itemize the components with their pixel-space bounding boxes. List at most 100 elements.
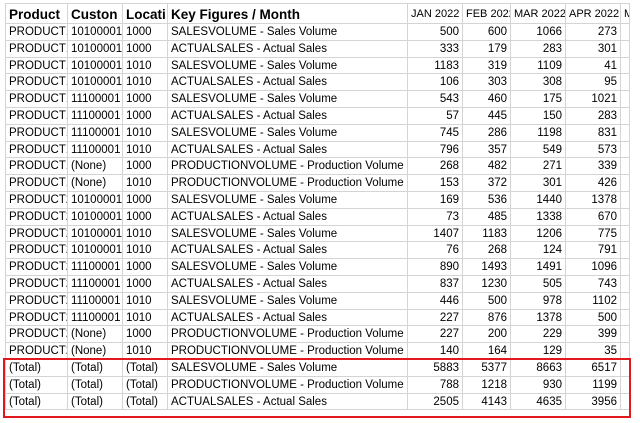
- table-cell: PRODUCTIONVOLUME - Production Volume: [168, 343, 408, 360]
- table-cell: 11100001: [68, 259, 123, 276]
- table-cell: 837: [408, 276, 463, 293]
- table-cell: SALESVOLUME - Sales Volume: [168, 91, 408, 108]
- table-cell: PRODUCT2: [5, 343, 68, 360]
- empty-cell: [621, 309, 630, 327]
- table-cell: 1000: [123, 40, 168, 58]
- table-cell: PRODUCT2: [5, 309, 68, 327]
- table-cell: ACTUALSALES - Actual Sales: [168, 40, 408, 58]
- table-cell: (None): [68, 326, 123, 344]
- table-cell: 460: [463, 91, 511, 108]
- table-cell: 743: [566, 276, 621, 293]
- table-cell: PRODUCT2: [5, 292, 68, 310]
- table-cell: 1378: [566, 192, 621, 209]
- table-cell: 11100001: [68, 292, 123, 310]
- table-cell: 200: [463, 326, 511, 344]
- table-cell: 1010: [123, 242, 168, 260]
- table-cell: PRODUCT1: [5, 108, 68, 125]
- table-cell: 153: [408, 175, 463, 192]
- table-cell: PRODUCT2: [5, 326, 68, 344]
- column-header: Custon: [68, 3, 123, 24]
- empty-cell: [621, 141, 630, 159]
- table-cell: ACTUALSALES - Actual Sales: [168, 242, 408, 260]
- table-cell: 1000: [123, 276, 168, 293]
- table-cell: 227: [408, 309, 463, 327]
- empty-cell: [621, 175, 630, 192]
- table-cell: 1218: [463, 376, 511, 394]
- table-cell: 271: [511, 158, 566, 176]
- table-cell: 1000: [123, 326, 168, 344]
- table-cell: 357: [463, 141, 511, 159]
- table-cell: PRODUCTIONVOLUME - Production Volume: [168, 158, 408, 176]
- table-cell: (None): [68, 343, 123, 360]
- table-cell: 129: [511, 343, 566, 360]
- table-cell: 6517: [566, 360, 621, 377]
- table-cell: 1010: [123, 343, 168, 360]
- table-cell: ACTUALSALES - Actual Sales: [168, 108, 408, 125]
- empty-cell: [621, 24, 630, 41]
- table-cell: 10100001: [68, 40, 123, 58]
- table-cell: 10100001: [68, 74, 123, 92]
- table-cell: 11100001: [68, 108, 123, 125]
- table-cell: 372: [463, 175, 511, 192]
- table-cell: PRODUCT2: [5, 276, 68, 293]
- table-cell: 10100001: [68, 208, 123, 226]
- table-cell: 124: [511, 242, 566, 260]
- table-cell: 301: [566, 40, 621, 58]
- table-cell: 268: [463, 242, 511, 260]
- table-cell: 175: [511, 91, 566, 108]
- table-cell: 500: [408, 24, 463, 41]
- table-cell: 482: [463, 158, 511, 176]
- table-cell: 11100001: [68, 124, 123, 142]
- table-cell: 1010: [123, 309, 168, 327]
- table-cell: (Total): [5, 393, 68, 411]
- table-cell: 1199: [566, 376, 621, 394]
- column-header: M: [621, 3, 630, 24]
- table-cell: 150: [511, 108, 566, 125]
- table-cell: 1440: [511, 192, 566, 209]
- table-cell: PRODUCT1: [5, 175, 68, 192]
- table-cell: 446: [408, 292, 463, 310]
- table-cell: 1000: [123, 108, 168, 125]
- table-cell: 339: [566, 158, 621, 176]
- table-cell: 1010: [123, 292, 168, 310]
- table-cell: 3956: [566, 393, 621, 411]
- table-cell: 1338: [511, 208, 566, 226]
- table-cell: 10100001: [68, 24, 123, 41]
- table-cell: 549: [511, 141, 566, 159]
- table-cell: 536: [463, 192, 511, 209]
- empty-cell: [621, 326, 630, 344]
- table-cell: (Total): [123, 376, 168, 394]
- table-cell: 1491: [511, 259, 566, 276]
- table-cell: PRODUCT1: [5, 141, 68, 159]
- table-cell: ACTUALSALES - Actual Sales: [168, 393, 408, 411]
- table-cell: PRODUCT1: [5, 158, 68, 176]
- table-cell: 876: [463, 309, 511, 327]
- table-cell: 1230: [463, 276, 511, 293]
- table-cell: 1407: [408, 225, 463, 243]
- empty-cell: [621, 40, 630, 58]
- empty-cell: [621, 242, 630, 260]
- table-cell: (Total): [68, 360, 123, 377]
- empty-cell: [621, 292, 630, 310]
- table-cell: 5883: [408, 360, 463, 377]
- table-cell: 775: [566, 225, 621, 243]
- table-cell: 4143: [463, 393, 511, 411]
- table-cell: 1010: [123, 141, 168, 159]
- table-cell: 8663: [511, 360, 566, 377]
- table-cell: 1378: [511, 309, 566, 327]
- table-cell: 169: [408, 192, 463, 209]
- empty-cell: [621, 158, 630, 176]
- table-cell: PRODUCT1: [5, 74, 68, 92]
- table-cell: 670: [566, 208, 621, 226]
- table-cell: SALESVOLUME - Sales Volume: [168, 360, 408, 377]
- table-cell: ACTUALSALES - Actual Sales: [168, 74, 408, 92]
- table-cell: SALESVOLUME - Sales Volume: [168, 24, 408, 41]
- table-cell: ACTUALSALES - Actual Sales: [168, 141, 408, 159]
- table-cell: PRODUCT1: [5, 91, 68, 108]
- table-cell: 1010: [123, 225, 168, 243]
- empty-cell: [621, 57, 630, 75]
- empty-cell: [621, 192, 630, 209]
- table-cell: 1198: [511, 124, 566, 142]
- table-cell: 5377: [463, 360, 511, 377]
